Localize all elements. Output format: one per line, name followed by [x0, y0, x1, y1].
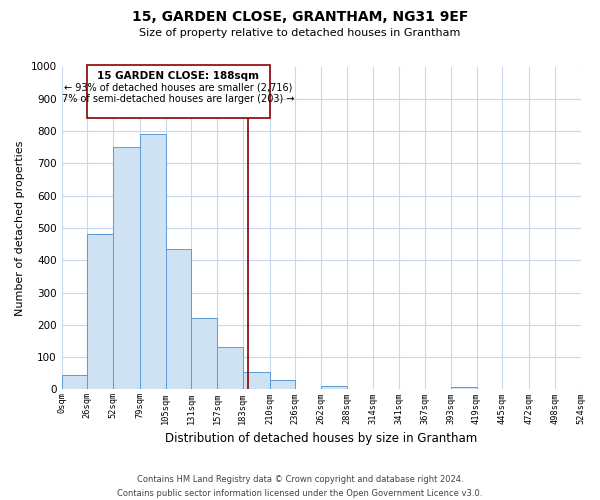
Text: 7% of semi-detached houses are larger (203) →: 7% of semi-detached houses are larger (2… [62, 94, 295, 104]
Bar [269, 380, 295, 390]
Bar [451, 387, 476, 390]
FancyBboxPatch shape [87, 65, 269, 118]
Text: Contains HM Land Registry data © Crown copyright and database right 2024.
Contai: Contains HM Land Registry data © Crown c… [118, 476, 482, 498]
Bar [62, 375, 87, 390]
X-axis label: Distribution of detached houses by size in Grantham: Distribution of detached houses by size … [165, 432, 477, 445]
Bar [243, 372, 269, 390]
Bar [217, 348, 243, 390]
Y-axis label: Number of detached properties: Number of detached properties [15, 140, 25, 316]
Bar [166, 249, 191, 390]
Bar [87, 234, 113, 390]
Bar [113, 147, 140, 390]
Bar [140, 134, 166, 390]
Text: Size of property relative to detached houses in Grantham: Size of property relative to detached ho… [139, 28, 461, 38]
Bar [191, 318, 217, 390]
Text: 15, GARDEN CLOSE, GRANTHAM, NG31 9EF: 15, GARDEN CLOSE, GRANTHAM, NG31 9EF [132, 10, 468, 24]
Text: ← 93% of detached houses are smaller (2,716): ← 93% of detached houses are smaller (2,… [64, 82, 293, 92]
Bar [321, 386, 347, 390]
Text: 15 GARDEN CLOSE: 188sqm: 15 GARDEN CLOSE: 188sqm [97, 71, 259, 81]
